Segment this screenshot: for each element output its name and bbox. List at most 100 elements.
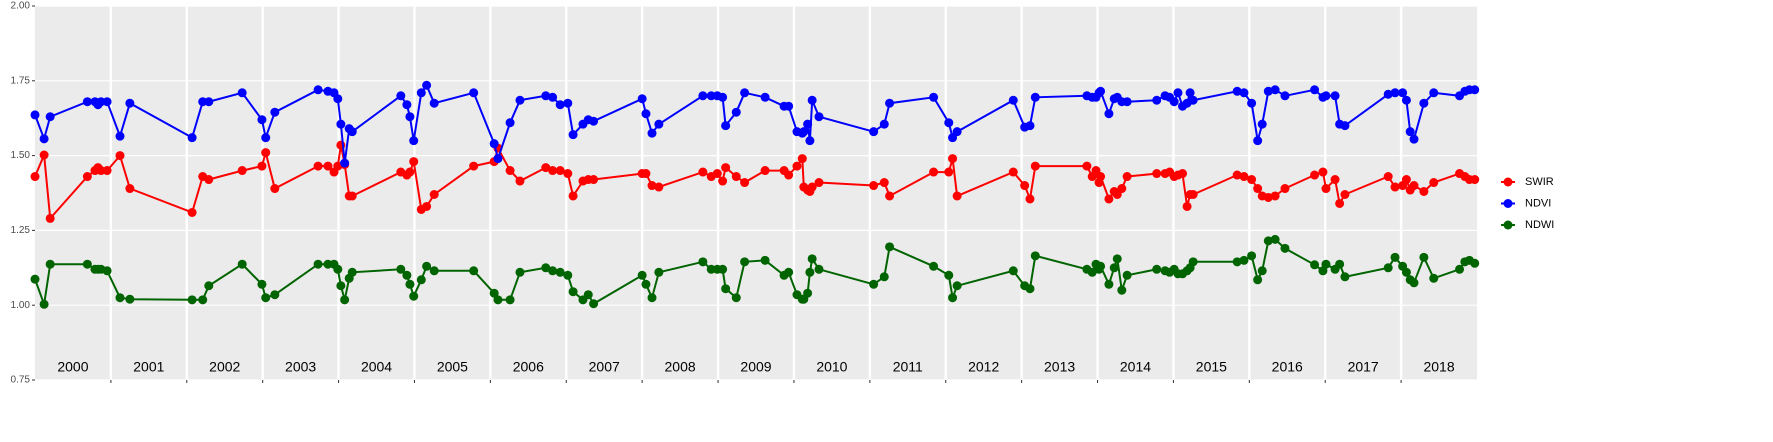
data-point <box>333 264 343 274</box>
data-point <box>721 284 731 294</box>
data-point <box>261 293 271 303</box>
data-point <box>740 257 750 267</box>
data-point <box>760 166 770 176</box>
data-point <box>1401 95 1411 105</box>
data-point <box>807 95 817 105</box>
data-point <box>340 158 350 168</box>
year-label: 2005 <box>437 359 468 375</box>
data-point <box>1030 251 1040 261</box>
data-point <box>1330 91 1340 101</box>
data-point <box>563 270 573 280</box>
data-point <box>1253 275 1263 285</box>
data-point <box>1390 252 1400 262</box>
data-point <box>204 281 214 291</box>
data-point <box>1470 85 1480 95</box>
data-point <box>1117 285 1127 295</box>
data-point <box>1030 92 1040 102</box>
data-point <box>948 154 958 164</box>
data-point <box>422 261 432 271</box>
data-point <box>30 110 40 120</box>
data-point <box>1263 192 1273 202</box>
data-point <box>396 91 406 101</box>
legend-label: NDWI <box>1525 219 1554 231</box>
data-point <box>568 287 578 297</box>
data-point <box>1025 121 1035 131</box>
data-point <box>30 172 40 182</box>
data-point <box>1232 170 1242 180</box>
data-point <box>1112 254 1122 264</box>
data-point <box>347 127 357 137</box>
year-label: 2006 <box>513 359 544 375</box>
data-point <box>1470 258 1480 268</box>
data-point <box>814 112 824 122</box>
y-tick-label: 1.25 <box>11 225 31 236</box>
data-point <box>1419 98 1429 108</box>
year-label: 2002 <box>209 359 240 375</box>
data-point <box>568 130 578 140</box>
data-point <box>1253 184 1263 194</box>
data-point <box>568 191 578 201</box>
data-point <box>1270 85 1280 95</box>
data-point <box>416 88 426 98</box>
data-point <box>1401 175 1411 185</box>
data-point <box>1239 172 1249 182</box>
data-point <box>555 100 565 110</box>
data-point <box>333 94 343 104</box>
y-tick-label: 0.75 <box>11 375 31 386</box>
data-point <box>784 267 794 277</box>
data-point <box>1409 278 1419 288</box>
data-point <box>792 161 802 171</box>
legend-marker <box>1503 177 1513 187</box>
data-point <box>270 184 280 194</box>
data-point <box>541 91 551 101</box>
data-point <box>805 136 815 146</box>
data-point <box>1429 178 1439 188</box>
data-point <box>187 133 197 143</box>
data-point <box>1398 88 1408 98</box>
legend-label: NDVI <box>1525 197 1551 209</box>
data-point <box>1109 263 1119 273</box>
year-label: 2012 <box>968 359 999 375</box>
data-point <box>1429 273 1439 283</box>
data-point <box>1321 184 1331 194</box>
data-point <box>740 178 750 188</box>
data-point <box>82 172 92 182</box>
data-point <box>347 191 357 201</box>
data-point <box>929 167 939 177</box>
data-point <box>1310 170 1320 180</box>
data-point <box>515 176 525 186</box>
data-point <box>45 259 55 269</box>
data-point <box>721 121 731 131</box>
data-point <box>1383 263 1393 273</box>
data-point <box>641 109 651 119</box>
data-point <box>637 94 647 104</box>
data-point <box>1173 88 1183 98</box>
data-point <box>1409 134 1419 144</box>
data-point <box>39 150 49 160</box>
data-point <box>948 293 958 303</box>
data-point <box>1419 187 1429 197</box>
data-point <box>929 261 939 271</box>
data-point <box>429 98 439 108</box>
data-point <box>1232 86 1242 96</box>
legend-marker <box>1503 220 1513 230</box>
data-point <box>1340 189 1350 199</box>
legend-marker <box>1503 199 1513 208</box>
data-point <box>1182 201 1192 211</box>
data-point <box>115 151 125 161</box>
data-point <box>257 115 267 125</box>
data-point <box>469 266 479 276</box>
data-point <box>654 267 664 277</box>
data-point <box>1104 279 1114 289</box>
data-point <box>805 267 815 277</box>
data-point <box>1104 194 1114 204</box>
data-point <box>39 299 49 309</box>
data-point <box>257 279 267 289</box>
data-point <box>125 184 135 194</box>
data-point <box>187 295 197 305</box>
year-label: 2008 <box>665 359 696 375</box>
data-point <box>313 259 323 269</box>
data-point <box>1340 121 1350 131</box>
data-point <box>698 257 708 267</box>
data-point <box>1122 97 1132 107</box>
